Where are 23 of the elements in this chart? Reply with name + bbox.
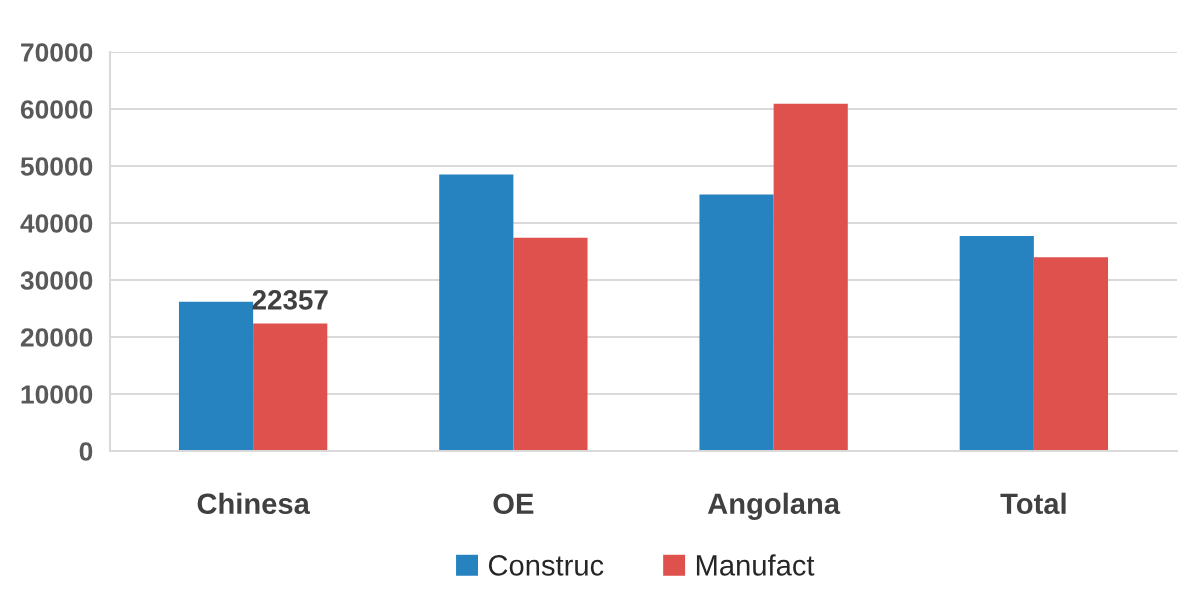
y-tick-label: 30000: [20, 271, 93, 290]
x-tick-label: Total: [1000, 492, 1066, 515]
bar: [178, 301, 254, 451]
data-label: 22357: [252, 290, 328, 310]
bar: [513, 237, 588, 451]
bar: [253, 323, 328, 451]
y-tick-label: 70000: [21, 43, 93, 62]
bar: [959, 236, 1034, 451]
bar: [699, 194, 774, 451]
bar: [773, 103, 848, 451]
y-tick-label: 0: [79, 442, 93, 461]
bar: [1033, 257, 1109, 451]
legend-label: Manufact: [696, 554, 815, 576]
x-tick-label: OE: [493, 493, 534, 515]
y-tick-label: 10000: [21, 385, 93, 404]
x-tick-label: Chinesa: [197, 492, 311, 515]
bar: [439, 174, 514, 451]
y-tick-label: 60000: [20, 100, 93, 119]
legend-label: Construc: [488, 555, 604, 576]
y-tick-label: 50000: [20, 157, 93, 176]
y-tick-label: 20000: [20, 328, 93, 347]
x-tick-label: Angolana: [707, 492, 841, 520]
y-tick-label: 40000: [20, 214, 93, 233]
